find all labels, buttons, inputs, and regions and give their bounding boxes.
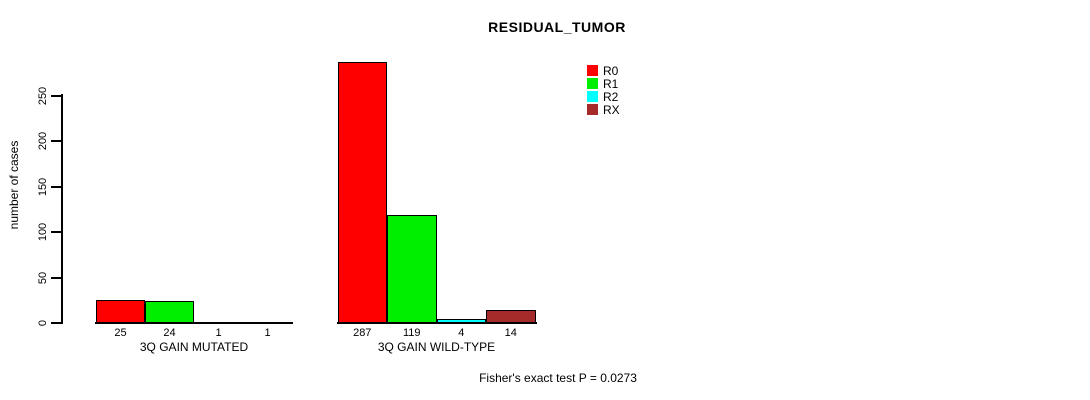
category-label: 3Q GAIN MUTATED bbox=[139, 340, 249, 354]
y-tick-label: 250 bbox=[37, 86, 49, 105]
y-tick-label: 0 bbox=[37, 319, 49, 327]
bar-value-label: 24 bbox=[163, 327, 176, 339]
y-tick-mark bbox=[51, 322, 61, 324]
legend-swatch-icon bbox=[587, 78, 598, 89]
fisher-test-annotation: Fisher's exact test P = 0.0273 bbox=[479, 371, 637, 385]
bar-r2 bbox=[436, 319, 486, 323]
y-tick-mark bbox=[51, 231, 61, 233]
legend-label: R1 bbox=[603, 76, 619, 91]
legend-entry-r0: R0 bbox=[587, 63, 620, 78]
bar-r1 bbox=[145, 301, 194, 323]
legend-entry-rx: RX bbox=[587, 102, 620, 117]
bar-value-label: 4 bbox=[458, 327, 465, 339]
bar-value-label: 14 bbox=[504, 327, 517, 339]
legend-entry-r2: R2 bbox=[587, 89, 620, 104]
legend-swatch-icon bbox=[587, 104, 598, 115]
legend-label: RX bbox=[603, 102, 620, 117]
y-axis-line bbox=[61, 94, 63, 324]
legend-label: R0 bbox=[603, 63, 619, 78]
bar-r0 bbox=[96, 300, 145, 323]
y-tick-mark bbox=[51, 94, 61, 97]
bar-r0 bbox=[337, 61, 387, 323]
y-tick-mark bbox=[51, 185, 61, 188]
bar-rx bbox=[243, 322, 292, 324]
y-tick-mark bbox=[51, 276, 61, 279]
legend-swatch-icon bbox=[587, 65, 598, 76]
x-axis-baseline bbox=[336, 322, 537, 324]
bar-value-label: 1 bbox=[264, 327, 271, 339]
y-axis-label: number of cases bbox=[7, 140, 21, 230]
y-tick-label: 150 bbox=[37, 177, 49, 196]
y-tick-label: 200 bbox=[37, 131, 49, 151]
legend-entry-r1: R1 bbox=[587, 76, 620, 91]
chart-title: RESIDUAL_TUMOR bbox=[488, 19, 626, 35]
legend: R0 R1 R2 RX bbox=[587, 63, 620, 117]
y-tick-mark bbox=[51, 140, 61, 142]
category-label: 3Q GAIN WILD-TYPE bbox=[377, 340, 496, 354]
bar-value-label: 25 bbox=[114, 327, 127, 339]
bar-value-label: 1 bbox=[215, 327, 222, 339]
bar-rx bbox=[486, 310, 536, 323]
bar-r1 bbox=[387, 214, 437, 323]
bar-value-label: 287 bbox=[353, 327, 372, 339]
y-tick-label: 100 bbox=[37, 222, 49, 242]
legend-swatch-icon bbox=[587, 91, 598, 102]
bar-value-label: 119 bbox=[402, 327, 421, 339]
bar-r2 bbox=[194, 322, 243, 324]
y-tick-label: 50 bbox=[37, 271, 49, 284]
legend-label: R2 bbox=[603, 89, 619, 104]
